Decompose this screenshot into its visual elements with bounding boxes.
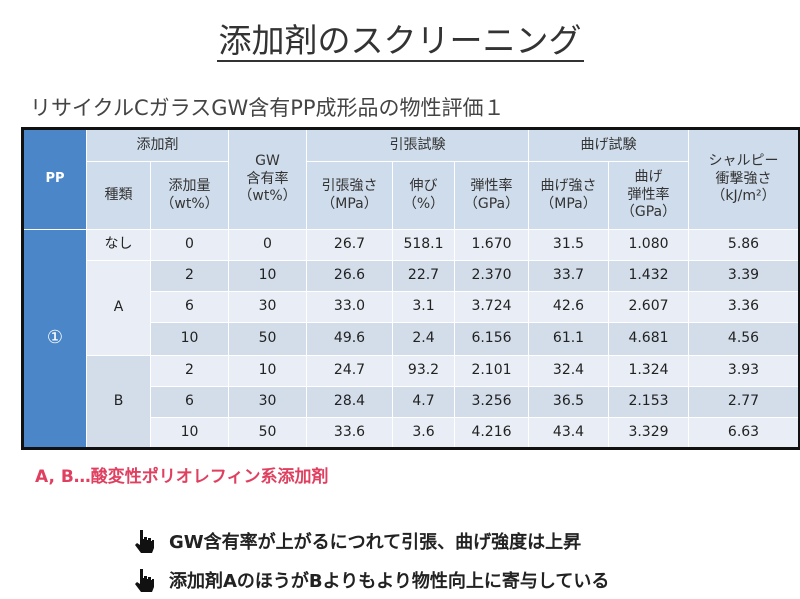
amount-cell: 6 bbox=[150, 386, 229, 418]
bending-strength-cell: 32.4 bbox=[528, 355, 609, 387]
tensile-strength-cell: 24.7 bbox=[306, 355, 393, 387]
tensile-modulus-header: 弾性率 （GPa） bbox=[454, 161, 529, 230]
pp-value: ① bbox=[22, 229, 87, 449]
bending-modulus-cell: 1.432 bbox=[608, 260, 689, 292]
bending-modulus-cell: 2.153 bbox=[608, 386, 689, 418]
bending-strength-cell: 43.4 bbox=[528, 417, 609, 449]
table-caption: リサイクルCガラスGW含有PP成形品の物性評価１ bbox=[30, 96, 505, 120]
tensile-modulus-cell: 3.724 bbox=[454, 291, 529, 323]
charpy-cell: 3.93 bbox=[688, 355, 800, 387]
additive-note: A, B…酸変性ポリオレフィン系添加剤 bbox=[35, 467, 329, 487]
charpy-header: シャルピー 衝撃強さ （kJ/m²） bbox=[688, 128, 800, 230]
tensile-modulus-cell: 1.670 bbox=[454, 229, 529, 261]
amount-cell: 2 bbox=[150, 260, 229, 292]
tensile-strength-header: 引張強さ （MPa） bbox=[306, 161, 393, 230]
gw-cell: 10 bbox=[228, 260, 307, 292]
gw-cell: 30 bbox=[228, 291, 307, 323]
pointing-hand-icon bbox=[135, 569, 154, 592]
charpy-cell: 2.77 bbox=[688, 386, 800, 418]
table-row: 6 30 33.0 3.1 3.724 42.6 2.607 3.36 bbox=[22, 291, 800, 323]
gw-cell: 50 bbox=[228, 417, 307, 449]
gw-cell: 50 bbox=[228, 322, 307, 356]
tensile-strength-cell: 49.6 bbox=[306, 322, 393, 356]
tensile-strength-cell: 26.6 bbox=[306, 260, 393, 292]
bending-strength-header: 曲げ強さ （MPa） bbox=[528, 161, 609, 230]
elongation-header: 伸び （%） bbox=[392, 161, 455, 230]
table-row: B 2 10 24.7 93.2 2.101 32.4 1.324 3.93 bbox=[22, 355, 800, 449]
elongation-cell: 93.2 bbox=[392, 355, 455, 387]
additive-group-header: 添加剤 bbox=[86, 128, 229, 162]
pointing-hand-icon bbox=[135, 530, 154, 553]
elongation-cell: 2.4 bbox=[392, 322, 455, 356]
elongation-cell: 518.1 bbox=[392, 229, 455, 261]
page-title: 添加剤のスクリーニング bbox=[216, 21, 584, 62]
charpy-cell: 3.39 bbox=[688, 260, 800, 292]
tensile-group-header: 引張試験 bbox=[306, 128, 529, 162]
bending-strength-cell: 33.7 bbox=[528, 260, 609, 292]
elongation-cell: 3.1 bbox=[392, 291, 455, 323]
amount-cell: 0 bbox=[150, 229, 229, 261]
bending-modulus-cell: 1.080 bbox=[608, 229, 689, 261]
elongation-cell: 22.7 bbox=[392, 260, 455, 292]
tensile-modulus-cell: 2.101 bbox=[454, 355, 529, 387]
amount-cell: 2 bbox=[150, 355, 229, 387]
kind-header: 種類 bbox=[86, 161, 151, 230]
table-row: A 2 10 26.6 22.7 2.370 33.7 1.432 3.39 bbox=[22, 260, 800, 356]
kind-cell: なし bbox=[86, 229, 151, 261]
gw-cell: 30 bbox=[228, 386, 307, 418]
gw-cell: 10 bbox=[228, 355, 307, 387]
tensile-strength-cell: 33.0 bbox=[306, 291, 393, 323]
bending-modulus-cell: 2.607 bbox=[608, 291, 689, 323]
bullet-item: GW含有率が上がるにつれて引張、曲げ強度は上昇 bbox=[133, 528, 581, 554]
charpy-cell: 6.63 bbox=[688, 417, 800, 449]
bending-strength-cell: 31.5 bbox=[528, 229, 609, 261]
tensile-strength-cell: 26.7 bbox=[306, 229, 393, 261]
bending-modulus-cell: 1.324 bbox=[608, 355, 689, 387]
amount-cell: 6 bbox=[150, 291, 229, 323]
bending-modulus-header: 曲げ 弾性率 （GPa） bbox=[608, 161, 689, 230]
tensile-strength-cell: 33.6 bbox=[306, 417, 393, 449]
results-table: PP 添加剤 GW 含有率 （wt%） 引張試験 曲げ試験 シャルピー 衝撃強さ （kJ… bbox=[21, 127, 800, 450]
elongation-cell: 3.6 bbox=[392, 417, 455, 449]
gw-header: GW 含有率 （wt%） bbox=[228, 128, 307, 230]
amount-cell: 10 bbox=[150, 417, 229, 449]
kind-cell: A bbox=[86, 260, 151, 356]
kind-cell: B bbox=[86, 355, 151, 449]
bending-strength-cell: 42.6 bbox=[528, 291, 609, 323]
charpy-cell: 4.56 bbox=[688, 322, 800, 356]
charpy-cell: 5.86 bbox=[688, 229, 800, 261]
amount-header: 添加量 （wt%） bbox=[150, 161, 229, 230]
bending-strength-cell: 61.1 bbox=[528, 322, 609, 356]
table-row: 10 50 33.6 3.6 4.216 43.4 3.329 6.63 bbox=[22, 417, 800, 449]
amount-cell: 10 bbox=[150, 322, 229, 356]
table-row: ① なし 0 0 26.7 518.1 1.670 31.5 1.080 5.8… bbox=[22, 229, 800, 449]
tensile-modulus-cell: 2.370 bbox=[454, 260, 529, 292]
tensile-modulus-cell: 6.156 bbox=[454, 322, 529, 356]
bullet-item: 添加剤AのほうがBよりもより物性向上に寄与している bbox=[133, 567, 609, 593]
tensile-modulus-cell: 3.256 bbox=[454, 386, 529, 418]
gw-cell: 0 bbox=[228, 229, 307, 261]
table-row: 6 30 28.4 4.7 3.256 36.5 2.153 2.77 bbox=[22, 386, 800, 418]
bending-group-header: 曲げ試験 bbox=[528, 128, 689, 162]
tensile-modulus-cell: 4.216 bbox=[454, 417, 529, 449]
bending-modulus-cell: 3.329 bbox=[608, 417, 689, 449]
bending-strength-cell: 36.5 bbox=[528, 386, 609, 418]
charpy-cell: 3.36 bbox=[688, 291, 800, 323]
bending-modulus-cell: 4.681 bbox=[608, 322, 689, 356]
pp-header: PP bbox=[22, 128, 87, 230]
elongation-cell: 4.7 bbox=[392, 386, 455, 418]
tensile-strength-cell: 28.4 bbox=[306, 386, 393, 418]
